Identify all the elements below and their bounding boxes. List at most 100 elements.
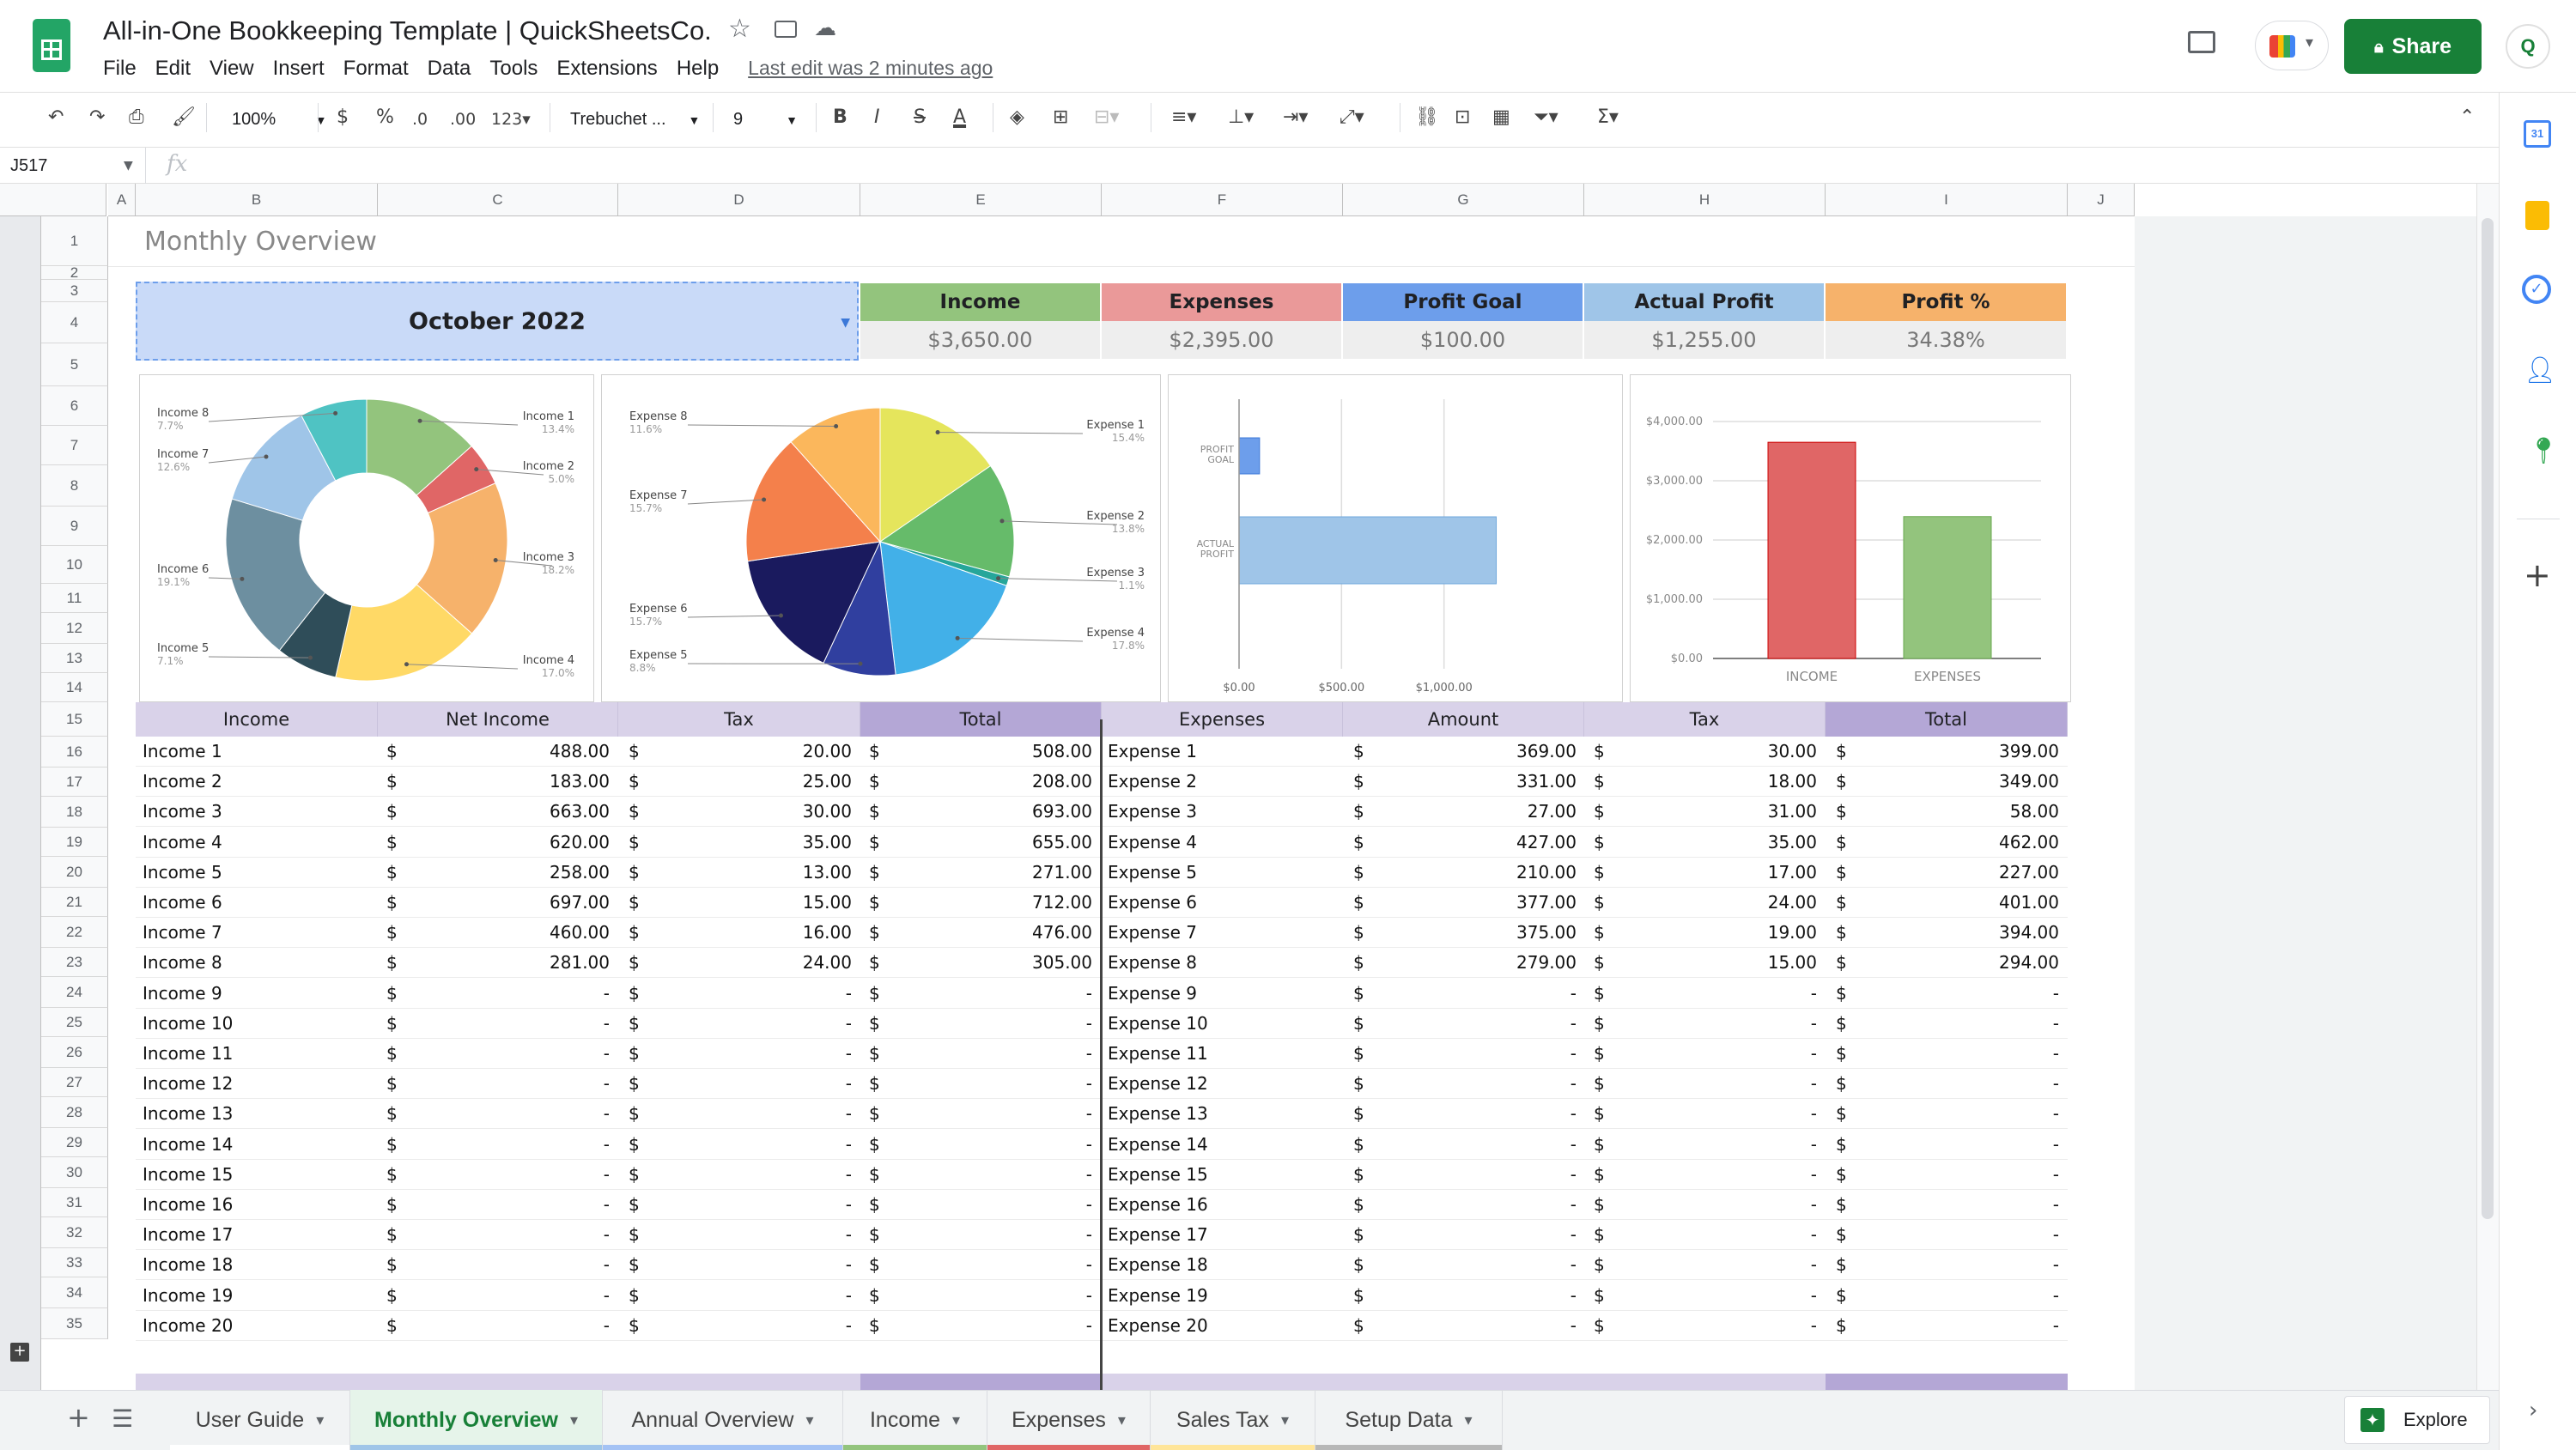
expand-group-icon[interactable]: + bbox=[10, 1343, 29, 1362]
income-net-cell[interactable]: - bbox=[603, 1043, 610, 1064]
income-expense-bar-chart[interactable]: $0.00 $1,000.00 $2,000.00 $3,000.00 $4,000.0… bbox=[1630, 374, 2071, 702]
expense-total-cell[interactable]: 399.00 bbox=[1999, 741, 2059, 761]
currency-symbol[interactable]: $ bbox=[1594, 1043, 1605, 1064]
expense-name-cell[interactable]: Expense 18 bbox=[1108, 1254, 1208, 1276]
income-total-cell[interactable]: 712.00 bbox=[1032, 892, 1092, 913]
currency-symbol[interactable]: $ bbox=[869, 1254, 880, 1276]
income-name-cell[interactable]: Income 1 bbox=[143, 741, 222, 761]
currency-symbol[interactable]: $ bbox=[1836, 861, 1847, 883]
currency-symbol[interactable]: $ bbox=[1353, 771, 1364, 792]
expense-tax-cell[interactable]: 31.00 bbox=[1767, 801, 1817, 822]
currency-symbol[interactable]: $ bbox=[1353, 1314, 1364, 1336]
menu-file[interactable]: File bbox=[103, 57, 137, 80]
document-title[interactable]: All-in-One Bookkeeping Template | QuickS… bbox=[103, 15, 712, 46]
income-net-cell[interactable]: - bbox=[603, 1254, 610, 1276]
income-name-cell[interactable]: Income 6 bbox=[143, 892, 222, 913]
expense-name-cell[interactable]: Expense 13 bbox=[1108, 1103, 1208, 1125]
currency-symbol[interactable]: $ bbox=[629, 1194, 640, 1215]
currency-symbol[interactable]: $ bbox=[869, 1224, 880, 1246]
row-header-28[interactable]: 28 bbox=[41, 1097, 108, 1128]
currency-symbol[interactable]: $ bbox=[1836, 1194, 1847, 1215]
currency-symbol[interactable]: $ bbox=[869, 1194, 880, 1215]
income-tax-cell[interactable]: - bbox=[845, 1224, 852, 1246]
income-total-cell[interactable]: 693.00 bbox=[1032, 801, 1092, 822]
currency-symbol[interactable]: $ bbox=[1594, 1073, 1605, 1095]
row-header-6[interactable]: 6 bbox=[41, 386, 108, 426]
currency-symbol[interactable]: $ bbox=[1353, 922, 1364, 943]
meet-button[interactable]: ▾ bbox=[2255, 21, 2329, 70]
income-net-cell[interactable]: - bbox=[603, 1163, 610, 1185]
currency-symbol[interactable]: $ bbox=[386, 892, 398, 913]
column-header-f[interactable]: F bbox=[1102, 184, 1343, 216]
currency-symbol[interactable]: $ bbox=[1594, 861, 1605, 883]
expense-total-cell[interactable]: 227.00 bbox=[1999, 861, 2059, 883]
currency-symbol[interactable]: $ bbox=[629, 1133, 640, 1155]
row-header-19[interactable]: 19 bbox=[41, 828, 108, 857]
income-tax-cell[interactable]: - bbox=[845, 1012, 852, 1034]
currency-symbol[interactable]: $ bbox=[869, 982, 880, 1004]
expense-amount-cell[interactable]: 210.00 bbox=[1516, 861, 1577, 883]
currency-symbol[interactable]: $ bbox=[869, 1314, 880, 1336]
avatar[interactable]: Q bbox=[2506, 24, 2550, 69]
sheet-tab-setup-data[interactable]: Setup Data ▾ bbox=[1315, 1390, 1503, 1450]
font-size-select[interactable]: 9 ▼ bbox=[733, 110, 798, 129]
expense-amount-cell[interactable]: 375.00 bbox=[1516, 922, 1577, 943]
currency-symbol[interactable]: $ bbox=[1353, 1284, 1364, 1306]
expense-amount-cell[interactable]: 427.00 bbox=[1516, 831, 1577, 852]
currency-symbol[interactable]: $ bbox=[1353, 801, 1364, 822]
currency-symbol[interactable]: $ bbox=[1353, 861, 1364, 883]
currency-symbol[interactable]: $ bbox=[1353, 1043, 1364, 1064]
keep-icon[interactable] bbox=[2525, 201, 2549, 230]
income-name-cell[interactable]: Income 12 bbox=[143, 1073, 234, 1095]
currency-symbol[interactable]: $ bbox=[1836, 922, 1847, 943]
currency-symbol[interactable]: $ bbox=[1594, 1314, 1605, 1336]
menu-edit[interactable]: Edit bbox=[155, 57, 191, 80]
income-tax-cell[interactable]: 30.00 bbox=[802, 801, 852, 822]
currency-symbol[interactable]: $ bbox=[1594, 801, 1605, 822]
currency-symbol[interactable]: $ bbox=[629, 1073, 640, 1095]
last-edit-link[interactable]: Last edit was 2 minutes ago bbox=[748, 57, 993, 79]
expense-tax-cell[interactable]: 24.00 bbox=[1767, 892, 1817, 913]
expense-name-cell[interactable]: Expense 16 bbox=[1108, 1194, 1208, 1215]
redo-icon[interactable]: ↷ bbox=[89, 106, 106, 128]
row-header-31[interactable]: 31 bbox=[41, 1188, 108, 1217]
expense-total-cell[interactable]: 58.00 bbox=[2009, 801, 2059, 822]
income-total-cell[interactable]: - bbox=[1085, 1103, 1092, 1125]
expense-amount-cell[interactable]: - bbox=[1570, 1012, 1577, 1034]
explore-button[interactable]: ✦ Explore bbox=[2344, 1396, 2490, 1444]
menu-help[interactable]: Help bbox=[676, 57, 720, 80]
functions-icon[interactable]: Σ▾ bbox=[1597, 106, 1619, 128]
income-net-cell[interactable]: 697.00 bbox=[550, 892, 610, 913]
currency-symbol[interactable]: $ bbox=[386, 741, 398, 761]
expense-tax-cell[interactable]: - bbox=[1810, 1163, 1817, 1185]
add-addon-icon[interactable]: + bbox=[2524, 556, 2551, 594]
currency-symbol[interactable]: $ bbox=[1836, 1314, 1847, 1336]
expense-name-cell[interactable]: Expense 11 bbox=[1108, 1043, 1208, 1064]
column-header-i[interactable]: I bbox=[1826, 184, 2068, 216]
currency-symbol[interactable]: $ bbox=[1353, 1224, 1364, 1246]
row-header-14[interactable]: 14 bbox=[41, 673, 108, 702]
income-tax-cell[interactable]: 15.00 bbox=[802, 892, 852, 913]
expense-amount-cell[interactable]: - bbox=[1570, 1163, 1577, 1185]
income-tax-cell[interactable]: - bbox=[845, 982, 852, 1004]
income-name-cell[interactable]: Income 13 bbox=[143, 1103, 234, 1125]
income-name-cell[interactable]: Income 15 bbox=[143, 1163, 234, 1185]
month-selector[interactable]: October 2022 ▼ bbox=[136, 282, 859, 361]
currency-symbol[interactable]: $ bbox=[869, 922, 880, 943]
currency-symbol[interactable]: $ bbox=[1594, 1012, 1605, 1034]
expense-total-cell[interactable]: 394.00 bbox=[1999, 922, 2059, 943]
currency-symbol[interactable]: $ bbox=[869, 771, 880, 792]
currency-symbol[interactable]: $ bbox=[1353, 1012, 1364, 1034]
currency-symbol[interactable]: $ bbox=[1353, 892, 1364, 913]
vertical-align-icon[interactable]: ⊥▾ bbox=[1228, 106, 1255, 128]
income-name-cell[interactable]: Income 5 bbox=[143, 861, 222, 883]
expense-tax-cell[interactable]: 17.00 bbox=[1767, 861, 1817, 883]
expense-total-cell[interactable]: 401.00 bbox=[1999, 892, 2059, 913]
currency-symbol[interactable]: $ bbox=[386, 1103, 398, 1125]
row-header-11[interactable]: 11 bbox=[41, 584, 108, 613]
expense-tax-cell[interactable]: - bbox=[1810, 982, 1817, 1004]
income-total-cell[interactable]: 508.00 bbox=[1032, 741, 1092, 761]
expense-total-cell[interactable]: - bbox=[2052, 1284, 2059, 1306]
expense-amount-cell[interactable]: 279.00 bbox=[1516, 952, 1577, 974]
expense-name-cell[interactable]: Expense 19 bbox=[1108, 1284, 1208, 1306]
